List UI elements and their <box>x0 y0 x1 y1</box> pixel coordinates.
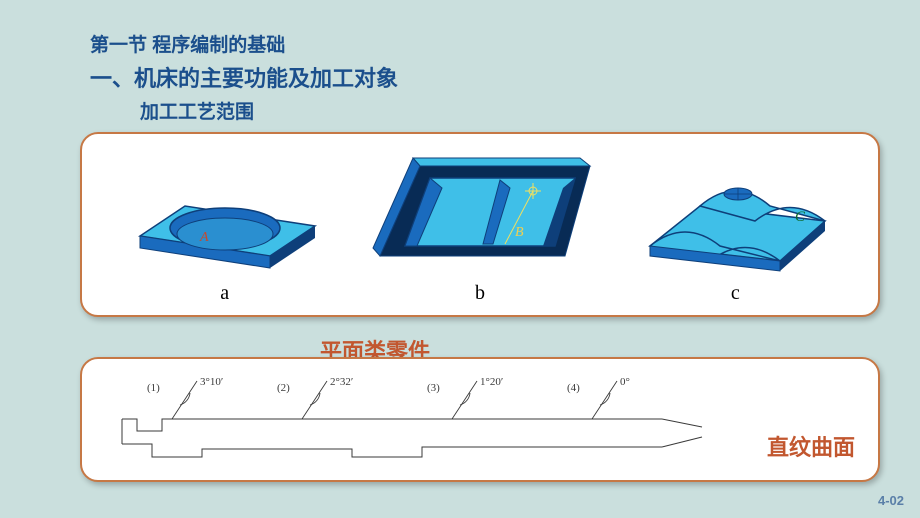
page-number: 4-02 <box>878 493 904 508</box>
ruled-surface-svg: (1) 3°10′ (2) 2°32′ (3) 1°20′ (4) 0° <box>102 369 722 474</box>
svg-text:(2): (2) <box>277 382 290 394</box>
part-c-letter: C <box>795 209 806 225</box>
section-title: 第一节 程序编制的基础 <box>90 30 920 57</box>
part-b-svg: B <box>365 136 595 276</box>
figure-planar-parts: A a B b <box>80 132 880 317</box>
part-b-label: b <box>475 282 485 305</box>
part-b: B b <box>365 136 595 305</box>
part-a-letter: A <box>199 230 209 245</box>
svg-text:(1): (1) <box>147 382 160 394</box>
angle-1: 3°10′ <box>200 376 223 388</box>
main-title: 一、机床的主要功能及加工对象 <box>90 61 920 93</box>
svg-text:(3): (3) <box>427 382 440 394</box>
sub-title: 加工工艺范围 <box>140 97 920 124</box>
figure-ruled-surface: (1) 3°10′ (2) 2°32′ (3) 1°20′ (4) 0° <box>80 357 880 482</box>
part-c-svg: C <box>630 146 840 276</box>
part-a-svg: A <box>120 146 330 276</box>
part-c: C c <box>630 146 840 305</box>
part-a: A a <box>120 146 330 305</box>
caption-ruled: 直纹曲面 <box>767 430 855 462</box>
part-a-label: a <box>220 282 229 305</box>
angle-3: 1°20′ <box>480 376 503 388</box>
part-b-letter: B <box>515 225 524 240</box>
angle-4: 0° <box>620 376 630 388</box>
svg-text:(4): (4) <box>567 382 580 394</box>
angle-2: 2°32′ <box>330 376 353 388</box>
part-c-label: c <box>731 282 740 305</box>
